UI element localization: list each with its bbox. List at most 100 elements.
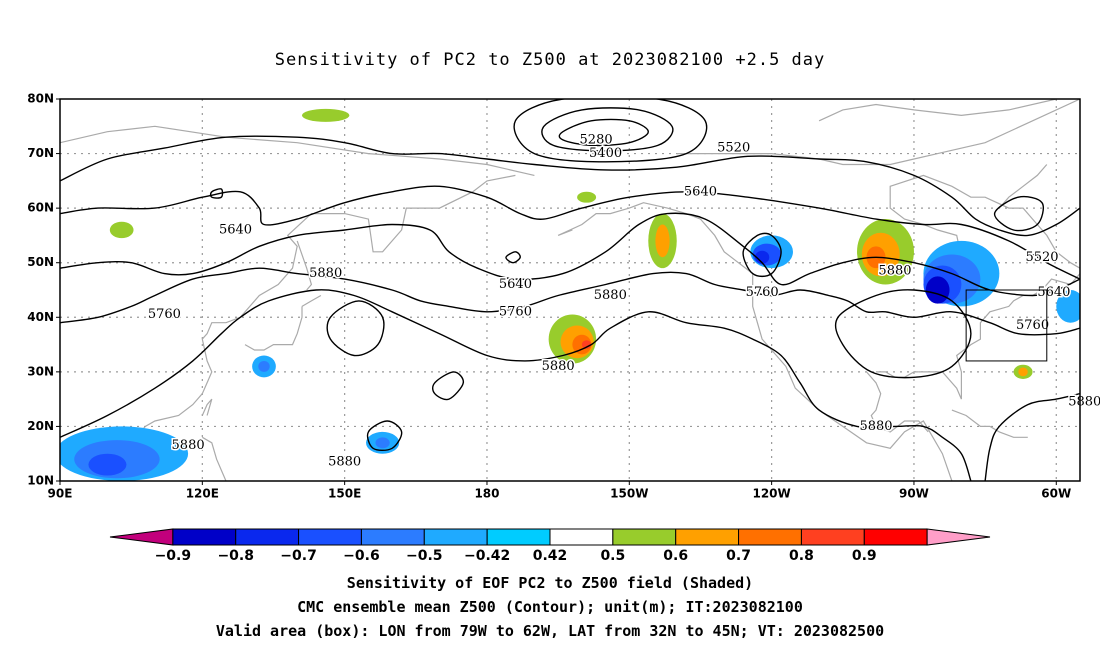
z500-contour [505,251,521,264]
colorbar-label: 0.6 [663,548,688,564]
colorbar-label: 0.8 [789,548,814,564]
z500-contour [209,188,224,199]
coastline [866,371,929,433]
caption-line-3: Valid area (box): LON from 79W to 62W, L… [215,622,885,640]
sensitivity-patch [755,250,770,264]
colorbar-label: −0.9 [155,548,192,564]
z500-contour [432,371,465,401]
colorbar-segment [235,528,300,546]
sensitivity-patch [1056,290,1080,323]
sensitivity-patch [109,221,134,239]
map-title: Sensitivity of PC2 to Z500 at 2023082100… [274,50,826,70]
lat-tick-label: 30N [27,364,54,378]
lon-tick-label: 120E [186,487,219,501]
z500-contour [742,232,782,278]
lat-tick-label: 80N [27,92,54,106]
contour-label: 5640 [684,184,717,199]
colorbar-label: 0.9 [852,548,877,564]
lat-tick-label: 60N [27,201,54,215]
contour-label: 5880 [1068,394,1100,409]
colorbar: −0.9 −0.8 −0.7 −0.6 −0.5 −0.42 0.42 0.5 0.6 0.7 0.… [109,528,991,564]
z500-contour [366,420,403,452]
sensitivity-patch [258,360,270,372]
sensitivity-patch [572,334,592,355]
lat-tick-label: 50N [27,255,54,269]
colorbar-segment [738,528,802,546]
z500-contours [60,99,1080,481]
z500-contour [513,99,708,163]
z500-contour [60,289,972,481]
colorbar-label: −0.6 [343,548,380,564]
colorbar-label: −0.5 [406,548,443,564]
lat-tick-label: 70N [27,146,54,160]
contour-label: 5280 [580,132,613,147]
z500-contour [541,107,674,152]
caption-line-1: Sensitivity of EOF PC2 to Z500 field (Sh… [346,574,754,592]
lon-tick-label: 60W [1041,487,1071,501]
z500-contour [558,118,650,147]
coastline [201,398,213,416]
colorbar-segment [423,528,488,546]
z500-contour [326,300,385,357]
colorbar-segment [298,528,362,546]
contour-label: 5880 [542,359,575,374]
contour-label: 5400 [589,146,622,161]
contour-label: 5640 [1037,285,1070,300]
z500-contour [834,289,972,379]
contour-label: 5760 [746,285,779,300]
colorbar-segment [486,528,551,546]
sensitivity-patch [375,437,390,449]
contour-label: 5760 [499,304,532,319]
contour-label: 5640 [499,277,532,292]
colorbar-label: 0.42 [533,548,568,564]
coastline [557,202,953,481]
contour-label: 5520 [717,141,750,156]
colorbar-segment [863,528,928,546]
contour-label: 5880 [172,438,205,453]
sensitivity-patch [577,191,597,203]
coastline [951,409,1028,438]
colorbar-segment [675,528,740,546]
lon-tick-label: 180 [474,487,499,501]
sensitivity-patch [1018,367,1028,377]
colorbar-segment [549,528,614,546]
colorbar-label: −0.7 [280,548,317,564]
contour-label: 5880 [859,419,892,434]
z500-contour [993,195,1044,232]
contour-label: 5640 [219,222,252,237]
valid-area-box [965,289,1048,362]
colorbar-segment [612,528,677,546]
coastline [818,99,1057,122]
contour-label: 5520 [1025,250,1058,265]
z500-contour [60,212,1080,297]
coastline [889,174,1080,269]
coastline [301,294,322,307]
lon-tick-label: 150W [610,487,648,501]
sensitivity-patch [925,276,950,304]
sensitivity-patch [88,453,127,476]
colorbar-segment [800,528,865,546]
contour-label: 5880 [594,288,627,303]
coastline [998,164,1048,209]
sensitivity-patch [581,340,592,349]
z500-contour [60,135,1080,237]
z500-contour [60,267,1080,336]
colorbar-segment [360,528,425,546]
lon-tick-label: 120W [752,487,790,501]
map-frame [59,98,1081,482]
lat-tick-label: 10N [27,474,54,488]
contour-label: 5760 [148,307,181,322]
colorbar-segment [172,528,237,546]
colorbar-label: −0.8 [217,548,254,564]
contour-label: 5760 [1016,318,1049,333]
lon-tick-label: 150E [328,487,361,501]
sensitivity-shading [60,108,1080,481]
map-border [59,98,1081,482]
colorbar-label: −0.42 [464,548,510,564]
z500-contour [984,393,1080,481]
sensitivity-patch [655,224,670,258]
valid-area-rectangle [965,289,1048,362]
